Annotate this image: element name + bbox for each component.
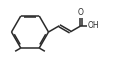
Text: OH: OH — [88, 21, 99, 30]
Text: O: O — [78, 8, 84, 17]
